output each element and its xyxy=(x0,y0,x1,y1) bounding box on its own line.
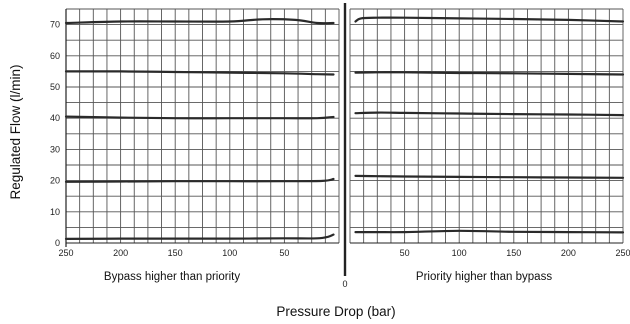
tick-labels: 0 10 20 30 40 50 60 70 250 200 150 100 50 50 100 150 200… xyxy=(50,20,630,258)
y-tick-label: 30 xyxy=(50,144,60,154)
flow-curve-left xyxy=(64,233,335,240)
curves xyxy=(64,16,625,240)
y-tick-label: 40 xyxy=(50,113,60,123)
y-tick-label: 10 xyxy=(50,207,60,217)
x-tick-label-left: 250 xyxy=(58,248,73,258)
flow-curve-right xyxy=(354,16,625,23)
x-tick-label-left: 100 xyxy=(222,248,237,258)
plot-frame xyxy=(65,3,623,276)
right-panel-annotation: Priority higher than bypass xyxy=(416,271,552,283)
x-tick-label-right: 200 xyxy=(561,248,576,258)
flow-curve-left xyxy=(64,115,335,120)
y-axis-label: Regulated Flow (l/min) xyxy=(8,64,23,199)
y-tick-label: 70 xyxy=(50,20,60,30)
x-tick-label-left: 50 xyxy=(279,248,289,258)
x-tick-label-right: 150 xyxy=(506,248,521,258)
y-tick-label: 20 xyxy=(50,176,60,186)
grid xyxy=(65,8,624,244)
flow-curve-right xyxy=(354,111,625,117)
center-zero-label: 0 xyxy=(342,279,347,289)
flow-curve-left xyxy=(64,18,335,25)
x-tick-label-right: 250 xyxy=(615,248,630,258)
y-tick-label: 0 xyxy=(55,238,60,248)
left-panel-annotation: Bypass higher than priority xyxy=(104,271,240,283)
flow-curve-right xyxy=(354,229,625,234)
x-axis-label: Pressure Drop (bar) xyxy=(276,304,395,319)
y-tick-label: 60 xyxy=(50,51,60,61)
y-tick-label: 50 xyxy=(50,82,60,92)
x-tick-label-right: 100 xyxy=(452,248,467,258)
flow-curve-left xyxy=(64,177,335,183)
flow-curve-right xyxy=(354,174,625,179)
x-tick-label-left: 200 xyxy=(113,248,128,258)
x-tick-label-left: 150 xyxy=(168,248,183,258)
flow-curve-left xyxy=(64,70,335,76)
flow-curve-right xyxy=(354,71,625,76)
x-tick-label-right: 50 xyxy=(400,248,410,258)
